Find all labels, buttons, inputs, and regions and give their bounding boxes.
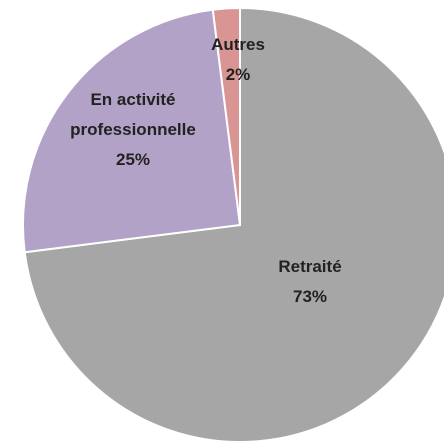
value-label: 73% <box>250 282 370 312</box>
slice-label: En activité professionnelle25% <box>68 85 198 175</box>
value-label: 25% <box>68 145 198 175</box>
value-label: 2% <box>193 60 283 90</box>
slice-label: Retraité73% <box>250 252 370 312</box>
slice-label: Autres2% <box>193 30 283 90</box>
chart: Retraité73% En activité professionnelle25… <box>0 0 444 445</box>
category-label: En activité professionnelle <box>68 85 198 145</box>
category-label: Retraité <box>250 252 370 282</box>
category-label: Autres <box>193 30 283 60</box>
